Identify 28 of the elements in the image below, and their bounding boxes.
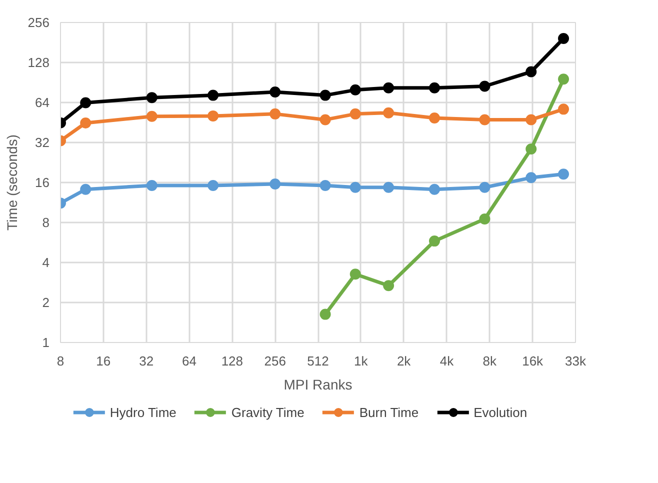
y-tick-label: 32 xyxy=(35,135,50,150)
legend-label: Gravity Time xyxy=(231,404,304,420)
legend-label: Burn Time xyxy=(359,404,419,420)
x-tick-label: 2k xyxy=(396,354,412,368)
x-axis-title: MPI Ranks xyxy=(284,376,352,392)
legend-label: Hydro Time xyxy=(110,404,176,420)
x-tick-label: 512 xyxy=(307,354,329,368)
x-tick-label: 33k xyxy=(565,354,586,368)
x-tick-label: 16k xyxy=(522,354,544,368)
x-tick-label: 8 xyxy=(56,354,64,368)
x-tick-label: 1k xyxy=(354,354,368,368)
y-tick-label: 8 xyxy=(42,215,50,230)
y-tick-label: 128 xyxy=(28,55,50,70)
x-tick-label: 256 xyxy=(264,354,286,368)
x-tick-label: 8k xyxy=(482,354,498,368)
x-tick-label: 4k xyxy=(440,354,454,368)
y-tick-label: 1 xyxy=(42,335,50,350)
y-tick-label: 2 xyxy=(42,295,50,310)
y-tick-label: 16 xyxy=(35,175,50,190)
x-tick-label: 16 xyxy=(96,354,111,368)
x-tick-label: 128 xyxy=(221,354,244,368)
legend-label: Evolution xyxy=(474,404,528,420)
x-tick-label: 32 xyxy=(139,354,154,368)
x-tick-label: 64 xyxy=(182,354,196,368)
y-tick-label: 256 xyxy=(28,15,50,30)
y-tick-label: 4 xyxy=(42,255,50,270)
y-axis-title: Time (seconds) xyxy=(4,134,20,230)
y-tick-label: 64 xyxy=(35,95,50,110)
